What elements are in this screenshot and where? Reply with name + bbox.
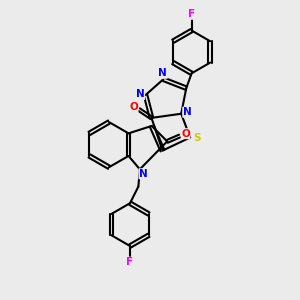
Text: F: F (188, 9, 195, 19)
Text: N: N (183, 107, 191, 117)
Text: N: N (136, 89, 145, 99)
Text: F: F (127, 257, 134, 267)
Text: N: N (139, 169, 148, 179)
Text: N: N (158, 68, 167, 78)
Text: O: O (129, 102, 138, 112)
Text: O: O (181, 129, 190, 139)
Text: S: S (193, 133, 200, 142)
